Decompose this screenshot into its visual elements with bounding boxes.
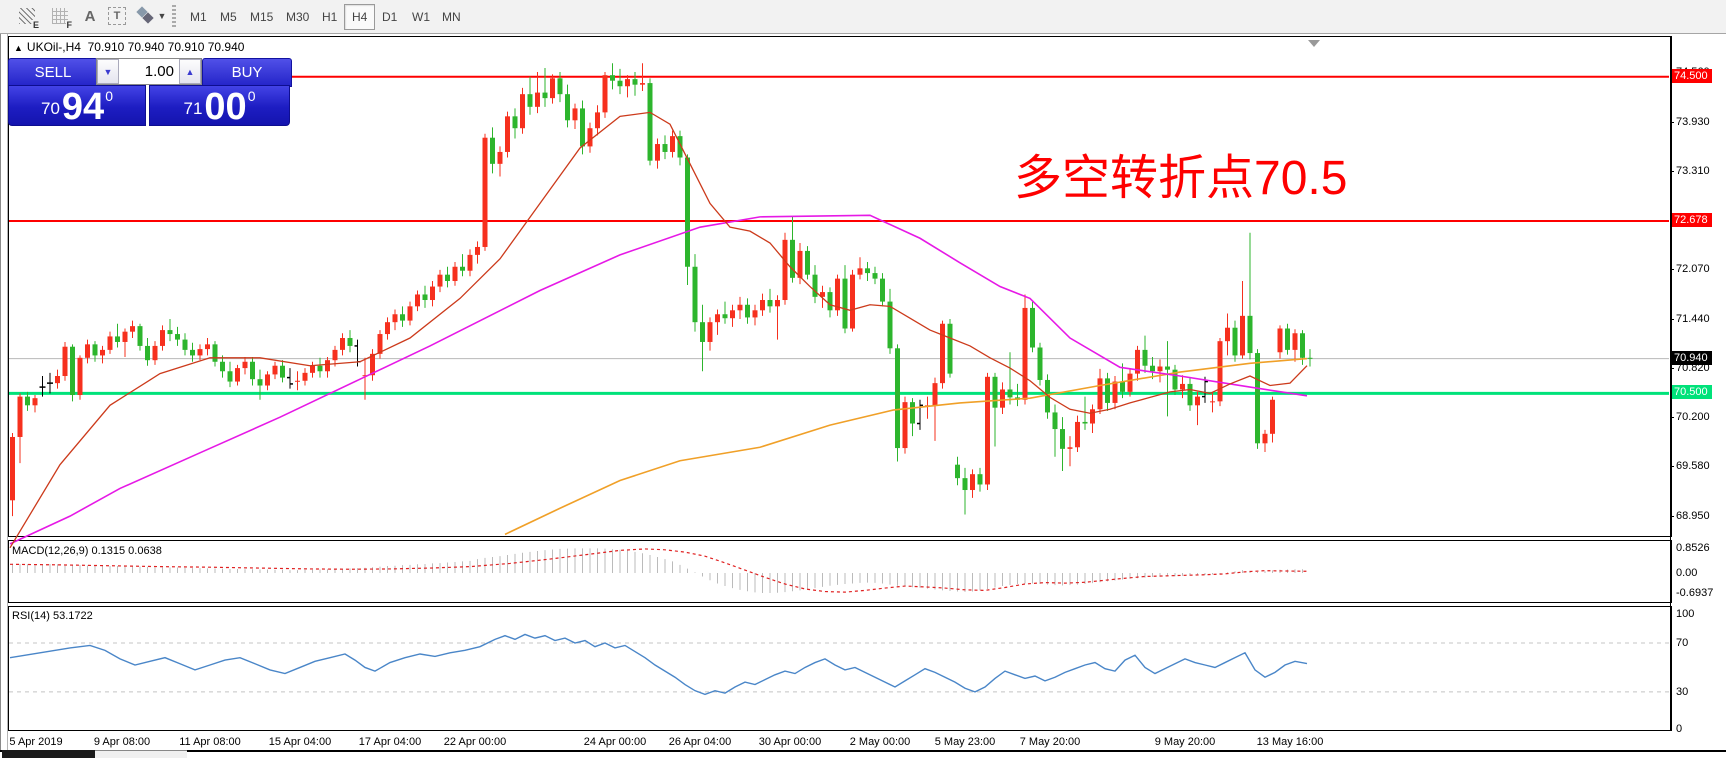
price-tick-label: 73.930 bbox=[1676, 115, 1710, 128]
price-tick-label: 71.440 bbox=[1676, 313, 1710, 325]
chart-title: ▲ UKOil-,H4 70.910 70.940 70.910 70.940 bbox=[14, 40, 244, 54]
grid-f-tool-icon[interactable]: F bbox=[46, 3, 74, 30]
time-axis-label: 22 Apr 00:00 bbox=[443, 736, 507, 748]
bottom-tab-selected[interactable] bbox=[2, 750, 95, 758]
timeframe-button-mn[interactable]: MN bbox=[442, 10, 461, 24]
price-tick-mark bbox=[1670, 516, 1674, 518]
macd-panel-frame bbox=[8, 540, 1672, 603]
symbol-period-label: UKOil-,H4 bbox=[26, 40, 81, 54]
shapes-tool[interactable]: ▼ bbox=[134, 3, 168, 29]
text-box-tool[interactable]: T bbox=[104, 3, 130, 29]
timeframe-button-m5[interactable]: M5 bbox=[220, 10, 237, 24]
letter-a-icon: A bbox=[84, 7, 96, 25]
timeframe-button-m1[interactable]: M1 bbox=[190, 10, 207, 24]
time-axis-label: 26 Apr 04:00 bbox=[668, 736, 732, 748]
macd-indicator-label: MACD(12,26,9) 0.1315 0.0638 bbox=[12, 545, 162, 557]
price-tick-label: 69.580 bbox=[1676, 460, 1710, 473]
sell-button[interactable]: SELL bbox=[8, 58, 98, 87]
price-tick-label: 70.820 bbox=[1676, 362, 1710, 375]
price-level-label: 74.500 bbox=[1672, 68, 1712, 83]
price-tick-label: 68.950 bbox=[1676, 510, 1710, 523]
volume-box: ▼ 1.00 ▲ bbox=[96, 58, 202, 85]
rsi-tick-label: 0 bbox=[1676, 722, 1683, 735]
rsi-tick-label: 100 bbox=[1676, 608, 1695, 620]
price-tick-mark bbox=[1670, 319, 1674, 320]
volume-decrease-button[interactable]: ▼ bbox=[97, 59, 119, 84]
time-axis-label: 15 Apr 04:00 bbox=[268, 736, 332, 748]
price-tick-label: 73.310 bbox=[1676, 164, 1710, 177]
macd-tick-label: 0.00 bbox=[1676, 567, 1698, 579]
time-axis-label: 5 Apr 2019 bbox=[9, 736, 63, 748]
buy-button[interactable]: BUY bbox=[202, 58, 292, 87]
price-tick-label: 72.070 bbox=[1676, 263, 1710, 276]
chart-annotation-text: 多空转折点70.5 bbox=[1014, 152, 1348, 205]
window-bottom-border bbox=[0, 750, 1726, 752]
volume-increase-button[interactable]: ▲ bbox=[179, 59, 201, 84]
textbox-t-icon: T bbox=[107, 6, 127, 26]
price-axis bbox=[1670, 36, 1671, 730]
timeframe-button-w1[interactable]: W1 bbox=[412, 10, 430, 24]
time-axis-label: 9 May 20:00 bbox=[1154, 736, 1216, 748]
macd-tick-label: 0.8526 bbox=[1676, 542, 1710, 554]
sell-price-major: 70 bbox=[41, 99, 60, 118]
price-level-label: 72.678 bbox=[1672, 212, 1712, 227]
buy-price-big-digits: 00 bbox=[204, 86, 247, 128]
toolbar-drag-handle[interactable] bbox=[172, 5, 176, 27]
window-icon: ▲ bbox=[14, 43, 23, 53]
price-tick-mark bbox=[1670, 417, 1674, 419]
sell-price-button[interactable]: 70 94 0 bbox=[8, 85, 146, 126]
window-left-edge bbox=[0, 33, 8, 758]
one-click-trading-panel: SELL ▼ 1.00 ▲ BUY 70 94 0 71 00 0 bbox=[8, 58, 292, 126]
macd-tick-label: -0.6937 bbox=[1676, 587, 1714, 599]
time-axis-label: 17 Apr 04:00 bbox=[358, 736, 422, 748]
diamonds-icon bbox=[135, 6, 156, 26]
volume-input[interactable]: 1.00 bbox=[144, 63, 174, 80]
text-label-tool[interactable]: A bbox=[78, 3, 102, 29]
price-level-label: 70.500 bbox=[1672, 385, 1712, 400]
time-axis-label: 30 Apr 00:00 bbox=[758, 736, 822, 748]
timeframe-button-m30[interactable]: M30 bbox=[286, 10, 310, 24]
time-axis-label: 2 May 00:00 bbox=[849, 736, 911, 748]
toolbar: E F A T ▼ M1 M5 M15 M30 H1 H4 D1 W1 MN bbox=[0, 0, 1726, 34]
crosshatch-e-tool-icon[interactable]: E bbox=[12, 3, 42, 30]
buy-price-pip: 0 bbox=[247, 88, 256, 104]
time-axis-label: 13 May 16:00 bbox=[1256, 736, 1324, 748]
candles bbox=[10, 63, 1313, 517]
chart-shift-marker-icon[interactable] bbox=[1308, 40, 1320, 47]
price-tick-label: 70.200 bbox=[1676, 411, 1710, 424]
grid-icon: F bbox=[50, 6, 73, 30]
timeframe-button-h4[interactable]: H4 bbox=[344, 4, 376, 30]
rsi-indicator-label: RSI(14) 53.1722 bbox=[12, 610, 93, 622]
ohlc-values: 70.910 70.940 70.910 70.940 bbox=[87, 40, 245, 54]
price-tick-mark bbox=[1670, 269, 1674, 271]
timeframe-button-d1[interactable]: D1 bbox=[382, 10, 398, 24]
dropdown-caret-icon: ▼ bbox=[157, 11, 167, 21]
hatch-icon: E bbox=[17, 6, 40, 30]
time-axis-label: 11 Apr 08:00 bbox=[179, 736, 241, 748]
timeframe-button-h1[interactable]: H1 bbox=[322, 10, 338, 24]
sell-price-big-digits: 94 bbox=[61, 86, 105, 128]
time-axis-label: 5 May 23:00 bbox=[934, 736, 996, 748]
bottom-strip bbox=[0, 752, 1726, 758]
rsi-panel-frame bbox=[8, 606, 1672, 731]
buy-price-major: 71 bbox=[183, 99, 203, 118]
time-axis-label: 7 May 20:00 bbox=[1019, 736, 1081, 748]
rsi-tick-label: 70 bbox=[1676, 637, 1689, 649]
bottom-tab[interactable] bbox=[95, 750, 187, 758]
time-axis-label: 24 Apr 00:00 bbox=[583, 736, 647, 748]
price-tick-mark bbox=[1670, 368, 1674, 370]
sell-price-pip: 0 bbox=[105, 88, 113, 104]
timeframe-button-m15[interactable]: M15 bbox=[250, 10, 274, 24]
rsi-tick-label: 30 bbox=[1676, 685, 1689, 698]
price-tick-mark bbox=[1670, 121, 1674, 123]
price-level-label: 70.940 bbox=[1672, 350, 1712, 365]
buy-price-button[interactable]: 71 00 0 bbox=[149, 85, 290, 126]
price-tick-mark bbox=[1670, 170, 1674, 172]
main-chart-frame bbox=[8, 36, 1672, 537]
time-axis-label: 9 Apr 08:00 bbox=[93, 736, 151, 748]
price-tick-mark bbox=[1670, 466, 1674, 468]
